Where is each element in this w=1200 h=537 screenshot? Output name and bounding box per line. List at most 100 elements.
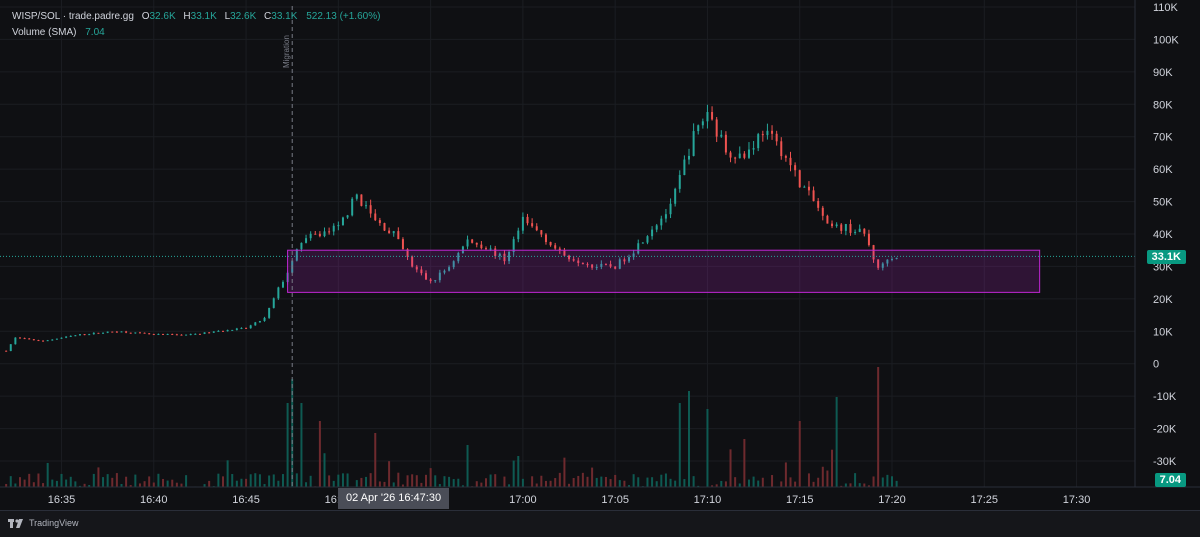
candle-body [185,335,187,336]
volume-bar [116,473,118,487]
volume-bar [42,483,44,487]
volume-bar [245,479,247,487]
candle-body [10,344,12,351]
volume-bar [14,484,16,487]
volume-bar [70,477,72,487]
candle-body [467,239,469,246]
volume-bar [51,480,53,487]
volume-bar [554,478,556,487]
candle-body [61,338,63,339]
price-tick-label: 100K [1153,34,1179,46]
candle-body [157,334,159,335]
volume-bar [107,474,109,487]
candle-body [674,189,676,204]
volume-bar [780,481,782,487]
symbol-label[interactable]: WISP/SOL · trade.padre.gg [12,11,134,22]
volume-bar [97,467,99,487]
volume-bar [619,480,621,487]
tradingview-logo[interactable]: TradingView [8,518,79,528]
volume-bar [656,481,658,487]
candle-body [697,125,699,131]
footer-bar: TradingView [0,510,1200,537]
candle-body [693,131,695,156]
volume-bar [250,474,252,487]
volume-bar [485,478,487,487]
volume-bar [167,481,169,487]
candle-body [217,331,219,332]
volume-bar [24,480,26,487]
candle-body [134,332,136,333]
volume-bar [563,458,565,487]
volume-bar [545,481,547,487]
candle-body [199,334,201,335]
volume-bar [531,476,533,487]
candle-body [393,231,395,233]
candle-body [490,248,492,249]
volume-bar [254,473,256,487]
candle-body [314,234,316,235]
volume-tag: 7.04 [1155,473,1186,487]
candle-body [743,154,745,158]
volume-bar [559,473,561,487]
volume-bar [849,483,851,487]
volume-bar [799,421,801,487]
volume-bar [305,482,307,487]
volume-bar [268,475,270,487]
candle-body [213,331,215,332]
volume-bar [670,479,672,487]
volume-bar [831,450,833,487]
volume-bar [333,481,335,487]
candle-body [826,216,828,224]
price-tick-label: 10K [1153,326,1173,338]
price-tick-label: 50K [1153,197,1173,209]
candle-body [194,334,196,335]
volume-bar [476,481,478,487]
volume-bar [397,473,399,487]
candle-body [268,308,270,318]
candle-body [651,230,653,237]
volume-bar [633,474,635,487]
candle-body [748,150,750,158]
volume-bar [300,403,302,487]
candle-body [79,334,81,335]
volume-bar [125,477,127,487]
price-tick-label: 40K [1153,229,1173,241]
candle-body [554,245,556,248]
change-value: 522.13 (+1.60%) [306,11,380,22]
volume-bar [324,453,326,487]
candle-body [277,287,279,298]
volume-bar [730,449,732,487]
volume-bar [61,474,63,487]
volume-bar [743,439,745,487]
candle-body [176,334,178,335]
ohlc-row: WISP/SOL · trade.padre.gg O32.6K H33.1K … [12,9,380,25]
volume-bar [282,474,284,487]
volume-bar [162,479,164,487]
candle-body [753,148,755,149]
candle-body [139,332,141,333]
volume-bar [836,397,838,487]
volume-bar [171,480,173,487]
candle-body [397,231,399,239]
candle-body [84,334,86,335]
price-tick-label: -20K [1153,424,1177,436]
candle-body [305,238,307,243]
candle-body [720,135,722,137]
candle-body [70,336,72,337]
candle-body [107,332,109,333]
volume-bar [734,477,736,487]
volume-label[interactable]: Volume (SMA) [12,27,76,38]
volume-bar [370,473,372,487]
candle-body [476,243,478,245]
volume-bar [356,480,358,487]
candle-body [347,215,349,217]
volume-bar [467,445,469,487]
volume-bar [180,484,182,487]
volume-bar [757,481,759,487]
volume-value: 7.04 [85,27,104,38]
volume-bar [693,476,695,487]
volume-bar [660,475,662,487]
candle-body [231,330,233,331]
